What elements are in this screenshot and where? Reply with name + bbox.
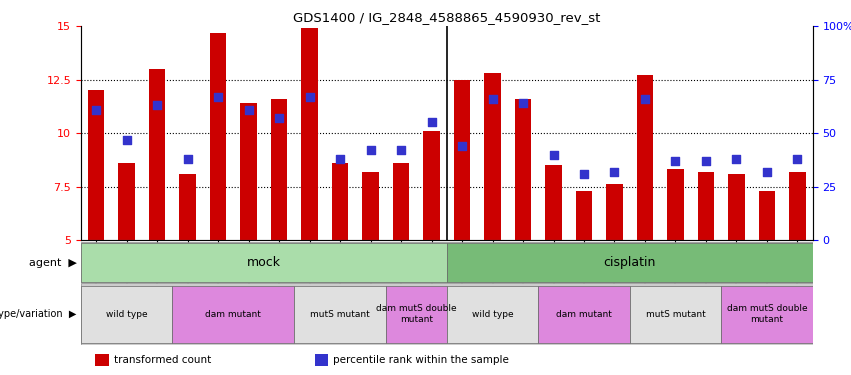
Point: [334, 156, 347, 162]
Text: wild type: wild type: [471, 310, 513, 319]
Text: transformed count: transformed count: [114, 355, 211, 365]
Text: percentile rank within the sample: percentile rank within the sample: [334, 355, 509, 365]
Bar: [454, 80, 471, 240]
Bar: [758, 191, 775, 240]
Point: [180, 156, 194, 162]
Text: dam mutS double
mutant: dam mutS double mutant: [727, 304, 808, 324]
Point: [791, 156, 804, 162]
Bar: [386, 286, 447, 342]
Bar: [149, 69, 165, 240]
Bar: [606, 184, 623, 240]
Text: mutS mutant: mutS mutant: [646, 310, 705, 319]
Point: [89, 106, 103, 112]
Bar: [332, 163, 348, 240]
Bar: [81, 243, 447, 282]
Bar: [515, 99, 531, 240]
Point: [455, 143, 469, 149]
Point: [425, 119, 438, 125]
Point: [760, 169, 774, 175]
Point: [211, 94, 225, 100]
Point: [303, 94, 317, 100]
Text: wild type: wild type: [106, 310, 147, 319]
Bar: [294, 286, 386, 342]
Text: mutS mutant: mutS mutant: [310, 310, 370, 319]
Point: [546, 152, 560, 157]
Point: [577, 171, 591, 177]
Title: GDS1400 / IG_2848_4588865_4590930_rev_st: GDS1400 / IG_2848_4588865_4590930_rev_st: [293, 11, 601, 24]
Bar: [118, 163, 135, 240]
Point: [120, 136, 134, 142]
Bar: [538, 286, 630, 342]
Bar: [363, 172, 379, 240]
Bar: [172, 286, 294, 342]
Bar: [447, 286, 538, 342]
Bar: [271, 99, 288, 240]
Bar: [447, 243, 813, 282]
Bar: [630, 286, 721, 342]
Bar: [575, 191, 592, 240]
Point: [394, 147, 408, 153]
Point: [669, 158, 683, 164]
Point: [486, 96, 500, 102]
Point: [272, 115, 286, 121]
Text: dam mutS double
mutant: dam mutS double mutant: [376, 304, 457, 324]
Bar: [315, 354, 328, 366]
Bar: [721, 286, 813, 342]
Bar: [392, 163, 409, 240]
Point: [729, 156, 743, 162]
Point: [700, 158, 713, 164]
Point: [151, 102, 164, 108]
Point: [517, 100, 530, 106]
Bar: [88, 90, 105, 240]
Bar: [789, 172, 806, 240]
Bar: [637, 75, 654, 240]
Bar: [698, 172, 714, 240]
Bar: [545, 165, 562, 240]
Text: agent  ▶: agent ▶: [29, 258, 77, 267]
Point: [638, 96, 652, 102]
Bar: [301, 28, 318, 240]
Text: dam mutant: dam mutant: [205, 310, 261, 319]
Bar: [81, 286, 172, 342]
Bar: [667, 170, 684, 240]
Point: [363, 147, 377, 153]
Text: mock: mock: [247, 256, 281, 269]
Point: [242, 106, 255, 112]
Bar: [423, 131, 440, 240]
Bar: [95, 354, 109, 366]
Bar: [209, 33, 226, 240]
Bar: [484, 73, 501, 240]
Point: [608, 169, 621, 175]
Text: dam mutant: dam mutant: [556, 310, 612, 319]
Bar: [180, 174, 196, 240]
Text: cisplatin: cisplatin: [603, 256, 656, 269]
Bar: [728, 174, 745, 240]
Bar: [240, 103, 257, 240]
Text: genotype/variation  ▶: genotype/variation ▶: [0, 309, 77, 319]
